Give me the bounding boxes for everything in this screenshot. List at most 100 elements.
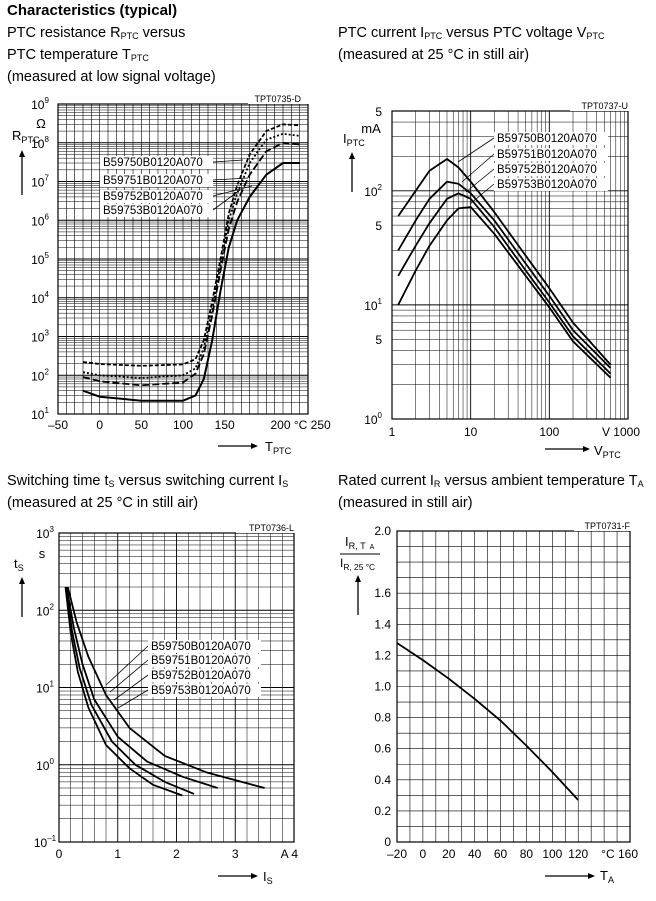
chart-id-bg bbox=[570, 100, 630, 111]
legend-bg bbox=[494, 148, 608, 161]
tick-label: 5 bbox=[375, 333, 382, 347]
legend-bg bbox=[100, 190, 213, 203]
x-axis-arrow-head bbox=[251, 873, 258, 879]
x-axis-label: TA bbox=[600, 868, 615, 885]
caption-resistance: PTC resistance RPTC versus PTC temperatu… bbox=[7, 24, 216, 87]
legend-label: B59753B0120A070 bbox=[103, 205, 203, 217]
legend-leader bbox=[461, 153, 495, 183]
y-axis-label: A bbox=[370, 544, 375, 551]
legend-label: B59751B0120A070 bbox=[497, 149, 597, 161]
series-line bbox=[64, 586, 183, 797]
tick-label: 60 bbox=[494, 847, 508, 861]
tick-label: 100 bbox=[36, 757, 54, 773]
legend-bg bbox=[494, 178, 608, 191]
tick-label: 1.0 bbox=[374, 680, 391, 694]
tick-label: 104 bbox=[31, 290, 49, 306]
y-axis-arrow-head bbox=[19, 577, 25, 584]
tick-label: 103 bbox=[36, 525, 54, 541]
y-axis-unit: Ω bbox=[36, 116, 46, 131]
caption-line: Switching time tS versus switching curre… bbox=[7, 473, 289, 489]
x-axis-arrow-head bbox=[588, 873, 595, 879]
series-line bbox=[82, 141, 300, 387]
legend-bg bbox=[148, 640, 261, 653]
legend-bg bbox=[148, 669, 261, 682]
tick-label: 102 bbox=[31, 367, 49, 383]
legend-bg bbox=[494, 132, 608, 145]
series-line bbox=[82, 132, 300, 379]
y-axis-label: IR, 25 °C bbox=[340, 556, 375, 572]
caption-line: (measured at 25 °C in still air) bbox=[338, 47, 530, 63]
tick-label: 101 bbox=[36, 680, 54, 696]
tick-label: A 4 bbox=[281, 847, 299, 861]
plot-frame bbox=[58, 532, 295, 843]
caption-switching: Switching time tS versus switching curre… bbox=[7, 472, 288, 513]
caption-line: PTC current IPTC versus PTC voltage VPTC bbox=[338, 25, 605, 41]
tick-label: 100 bbox=[542, 847, 562, 861]
series-line bbox=[397, 158, 612, 366]
tick-label: 200 °C 250 bbox=[271, 418, 332, 432]
tick-label: 101 bbox=[31, 406, 49, 422]
tick-label: 40 bbox=[468, 847, 482, 861]
tick-label: 1 bbox=[389, 425, 396, 439]
tick-label: 101 bbox=[364, 297, 382, 313]
caption-line: (measured in still air) bbox=[338, 495, 473, 511]
tick-label: 102 bbox=[36, 602, 54, 618]
tick-label: 1.6 bbox=[374, 586, 391, 600]
caption-line: (measured at 25 °C in still air) bbox=[7, 495, 199, 511]
legend-label: B59750B0120A070 bbox=[497, 133, 597, 145]
tick-label: V 1000 bbox=[602, 425, 640, 439]
caption-line: PTC resistance RPTC versus bbox=[7, 25, 186, 41]
x-axis-label: VPTC bbox=[594, 443, 621, 460]
tick-label: 0 bbox=[420, 847, 427, 861]
legend-bg bbox=[100, 204, 213, 217]
legend-leader bbox=[465, 168, 495, 193]
series-line bbox=[82, 123, 300, 367]
caption-line: PTC temperature TPTC bbox=[7, 47, 149, 63]
legend-bg bbox=[100, 174, 213, 187]
tick-label: 1 bbox=[114, 847, 121, 861]
plot-frame bbox=[57, 103, 309, 415]
chart-resistance: –50 0 50 100 150 200 °C 250 101 102 103 104 105 106… bbox=[12, 93, 331, 456]
page-title: Characteristics (typical) bbox=[7, 2, 178, 19]
tick-label: 0 bbox=[56, 847, 63, 861]
series-line bbox=[397, 192, 612, 375]
tick-label: 5 bbox=[375, 219, 382, 233]
tick-label: 100 bbox=[539, 425, 559, 439]
y-axis-unit: mA bbox=[361, 121, 381, 136]
chart-id-bg bbox=[574, 520, 632, 531]
legend-label: B59751B0120A070 bbox=[103, 175, 203, 187]
tick-label: 10 bbox=[464, 425, 478, 439]
legend-label: B59750B0120A070 bbox=[151, 641, 251, 653]
tick-label: 0 bbox=[96, 418, 103, 432]
legend-label: B59751B0120A070 bbox=[151, 655, 251, 667]
legend-label: B59752B0120A070 bbox=[497, 164, 597, 176]
legend-leader bbox=[457, 137, 495, 163]
legend-leader bbox=[212, 185, 253, 197]
caption-line: Rated current IR versus ambient temperat… bbox=[338, 473, 644, 489]
tick-label: 1.4 bbox=[374, 617, 391, 631]
tick-label: 0.2 bbox=[374, 804, 391, 818]
legend-leader bbox=[113, 674, 149, 701]
legend-leader bbox=[469, 183, 495, 205]
chart-id: TPT0737-U bbox=[581, 101, 628, 111]
tick-label: 106 bbox=[31, 212, 49, 228]
chart-switching: 0 1 2 3 A 4 10–1 100 101 102 103 B59750B0120A070 B5… bbox=[14, 522, 298, 886]
y-axis-label: tS bbox=[14, 556, 24, 573]
legend-bg bbox=[494, 163, 608, 176]
y-axis-arrow-head bbox=[19, 150, 25, 157]
tick-label: 10–1 bbox=[34, 834, 57, 850]
legend-leader bbox=[212, 177, 249, 181]
legend-leader bbox=[105, 645, 149, 686]
chart-id: TPT0736-L bbox=[249, 523, 294, 533]
tick-label: 105 bbox=[31, 251, 49, 267]
series-line bbox=[397, 206, 612, 379]
tick-label: 3 bbox=[232, 847, 239, 861]
chart-id-bg bbox=[248, 93, 310, 104]
caption-rated: Rated current IR versus ambient temperat… bbox=[338, 472, 644, 513]
x-axis-arrow-head bbox=[251, 443, 258, 449]
tick-label: 2.0 bbox=[374, 524, 391, 538]
y-axis-label: RPTC bbox=[12, 128, 40, 145]
tick-label: 5 bbox=[375, 105, 382, 119]
y-axis-arrow-head bbox=[349, 152, 355, 159]
series-line bbox=[397, 180, 612, 369]
